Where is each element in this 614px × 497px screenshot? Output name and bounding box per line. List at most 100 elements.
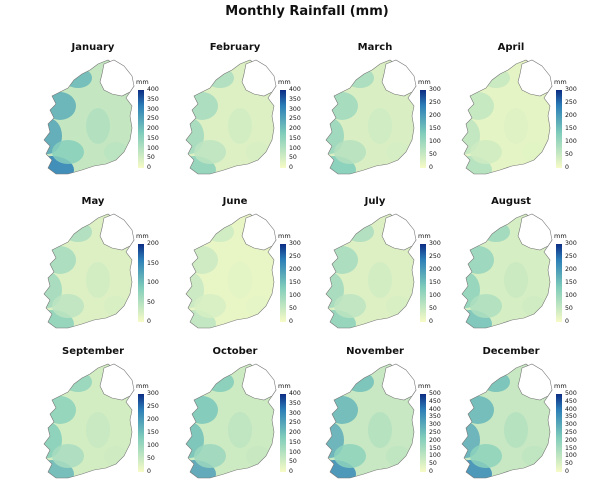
- colorbar: [280, 90, 286, 168]
- legend-tick: 50: [289, 305, 297, 312]
- legend-tick: 400: [289, 86, 301, 93]
- legend-tick: 250: [429, 253, 441, 260]
- legend-tick: 50: [429, 151, 437, 158]
- map-panel-january: January mm 400 350 300 250 200 150 100 50 0: [38, 42, 188, 192]
- legend-tick: 200: [289, 429, 301, 436]
- legend-tick: 300: [429, 86, 441, 93]
- legend-tick: 50: [429, 305, 437, 312]
- map-panel-april: April mm 300 250 200 150 100 50 0: [456, 42, 606, 192]
- legend-tick: 0: [565, 468, 569, 475]
- rainfall-map: [43, 213, 135, 329]
- legend-tick: 250: [429, 99, 441, 106]
- legend-tick: 0: [565, 164, 569, 171]
- legend-unit: mm: [136, 382, 149, 390]
- legend-tick: 150: [147, 429, 159, 436]
- northern-ireland-region: [99, 363, 135, 401]
- panel-title: October: [212, 346, 258, 357]
- colorbar: [420, 394, 426, 472]
- rainfall-map: [325, 59, 417, 175]
- legend-tick: 400: [289, 390, 301, 397]
- legend-unit: mm: [554, 232, 567, 240]
- panel-title: December: [482, 346, 540, 357]
- legend-tick: 450: [429, 397, 441, 405]
- legend-tick: 300: [565, 86, 577, 93]
- legend-tick: 150: [565, 279, 577, 286]
- legend-tick: 250: [147, 115, 159, 123]
- legend-tick: 350: [289, 399, 301, 407]
- legend-tick: 250: [565, 253, 577, 260]
- legend-tick: 200: [565, 266, 577, 273]
- legend-tick: 200: [565, 112, 577, 119]
- rainfall-map: [461, 363, 553, 479]
- legend-tick: 150: [289, 279, 301, 286]
- legend-tick: 200: [289, 125, 301, 132]
- map-panel-march: March mm 300 250 200 150 100 50 0: [320, 42, 470, 192]
- legend-tick: 100: [147, 144, 159, 152]
- legend-tick: 300: [147, 105, 159, 113]
- panel-title: November: [346, 346, 404, 357]
- legend-tick: 50: [565, 305, 573, 312]
- legend-tick: 150: [565, 444, 577, 452]
- legend-tick: 0: [147, 164, 151, 171]
- legend-tick: 500: [565, 390, 577, 397]
- legend-tick: 50: [565, 460, 573, 468]
- legend-tick: 300: [565, 240, 577, 247]
- northern-ireland-region: [99, 213, 135, 251]
- map-panel-november: November mm 500 450 400 350 300 250 200 150 100 50 0: [320, 346, 470, 496]
- legend-tick: 0: [147, 468, 151, 475]
- northern-ireland-region: [381, 213, 417, 251]
- legend-tick: 400: [565, 405, 577, 413]
- legend-tick: 200: [147, 125, 159, 132]
- northern-ireland-region: [241, 363, 277, 401]
- rainfall-map: [185, 363, 277, 479]
- legend-tick: 150: [429, 444, 441, 452]
- legend-tick: 250: [289, 419, 301, 427]
- legend-tick: 0: [289, 468, 293, 475]
- map-panel-july: July mm 300 250 200 150 100 50 0: [320, 196, 470, 346]
- legend-tick: 250: [565, 429, 577, 436]
- panel-title: January: [71, 42, 115, 53]
- legend-tick: 150: [429, 279, 441, 286]
- legend-tick: 0: [429, 318, 433, 325]
- colorbar: [138, 90, 144, 168]
- legend-tick: 150: [289, 134, 301, 142]
- rainfall-map: [43, 363, 135, 479]
- northern-ireland-region: [99, 59, 135, 97]
- legend-tick: 0: [289, 164, 293, 171]
- colorbar: [556, 394, 562, 472]
- legend-tick: 200: [289, 266, 301, 273]
- panel-title: June: [222, 196, 248, 207]
- legend-tick: 200: [429, 436, 441, 444]
- legend-tick: 0: [429, 468, 433, 475]
- legend-tick: 450: [565, 397, 577, 405]
- legend-tick: 400: [147, 86, 159, 93]
- legend-tick: 50: [289, 154, 297, 162]
- legend-tick: 100: [147, 442, 159, 449]
- legend-tick: 50: [565, 151, 573, 158]
- legend-tick: 300: [429, 421, 441, 429]
- panel-title: February: [209, 42, 261, 53]
- map-panel-september: September mm 300 250 200 150 100 50 0: [38, 346, 188, 496]
- panel-title: July: [364, 196, 386, 207]
- rainfall-map: [43, 59, 135, 175]
- legend-tick: 350: [429, 413, 441, 421]
- legend-unit: mm: [136, 78, 149, 86]
- northern-ireland-region: [517, 213, 553, 251]
- legend-tick: 350: [147, 95, 159, 103]
- northern-ireland-region: [241, 59, 277, 97]
- legend-tick: 50: [147, 154, 155, 162]
- legend-tick: 250: [289, 115, 301, 123]
- map-panel-february: February mm 400 350 300 250 200 150 100 50 0: [180, 42, 330, 192]
- legend-tick: 100: [429, 452, 441, 460]
- legend-tick: 250: [289, 253, 301, 260]
- legend-unit: mm: [278, 382, 291, 390]
- colorbar: [280, 244, 286, 322]
- panel-title: September: [62, 346, 124, 357]
- legend-tick: 50: [289, 458, 297, 466]
- legend-tick: 350: [289, 95, 301, 103]
- rainfall-map: [461, 213, 553, 329]
- legend-tick: 300: [565, 421, 577, 429]
- northern-ireland-region: [517, 59, 553, 97]
- legend-tick: 200: [565, 436, 577, 444]
- legend-unit: mm: [278, 232, 291, 240]
